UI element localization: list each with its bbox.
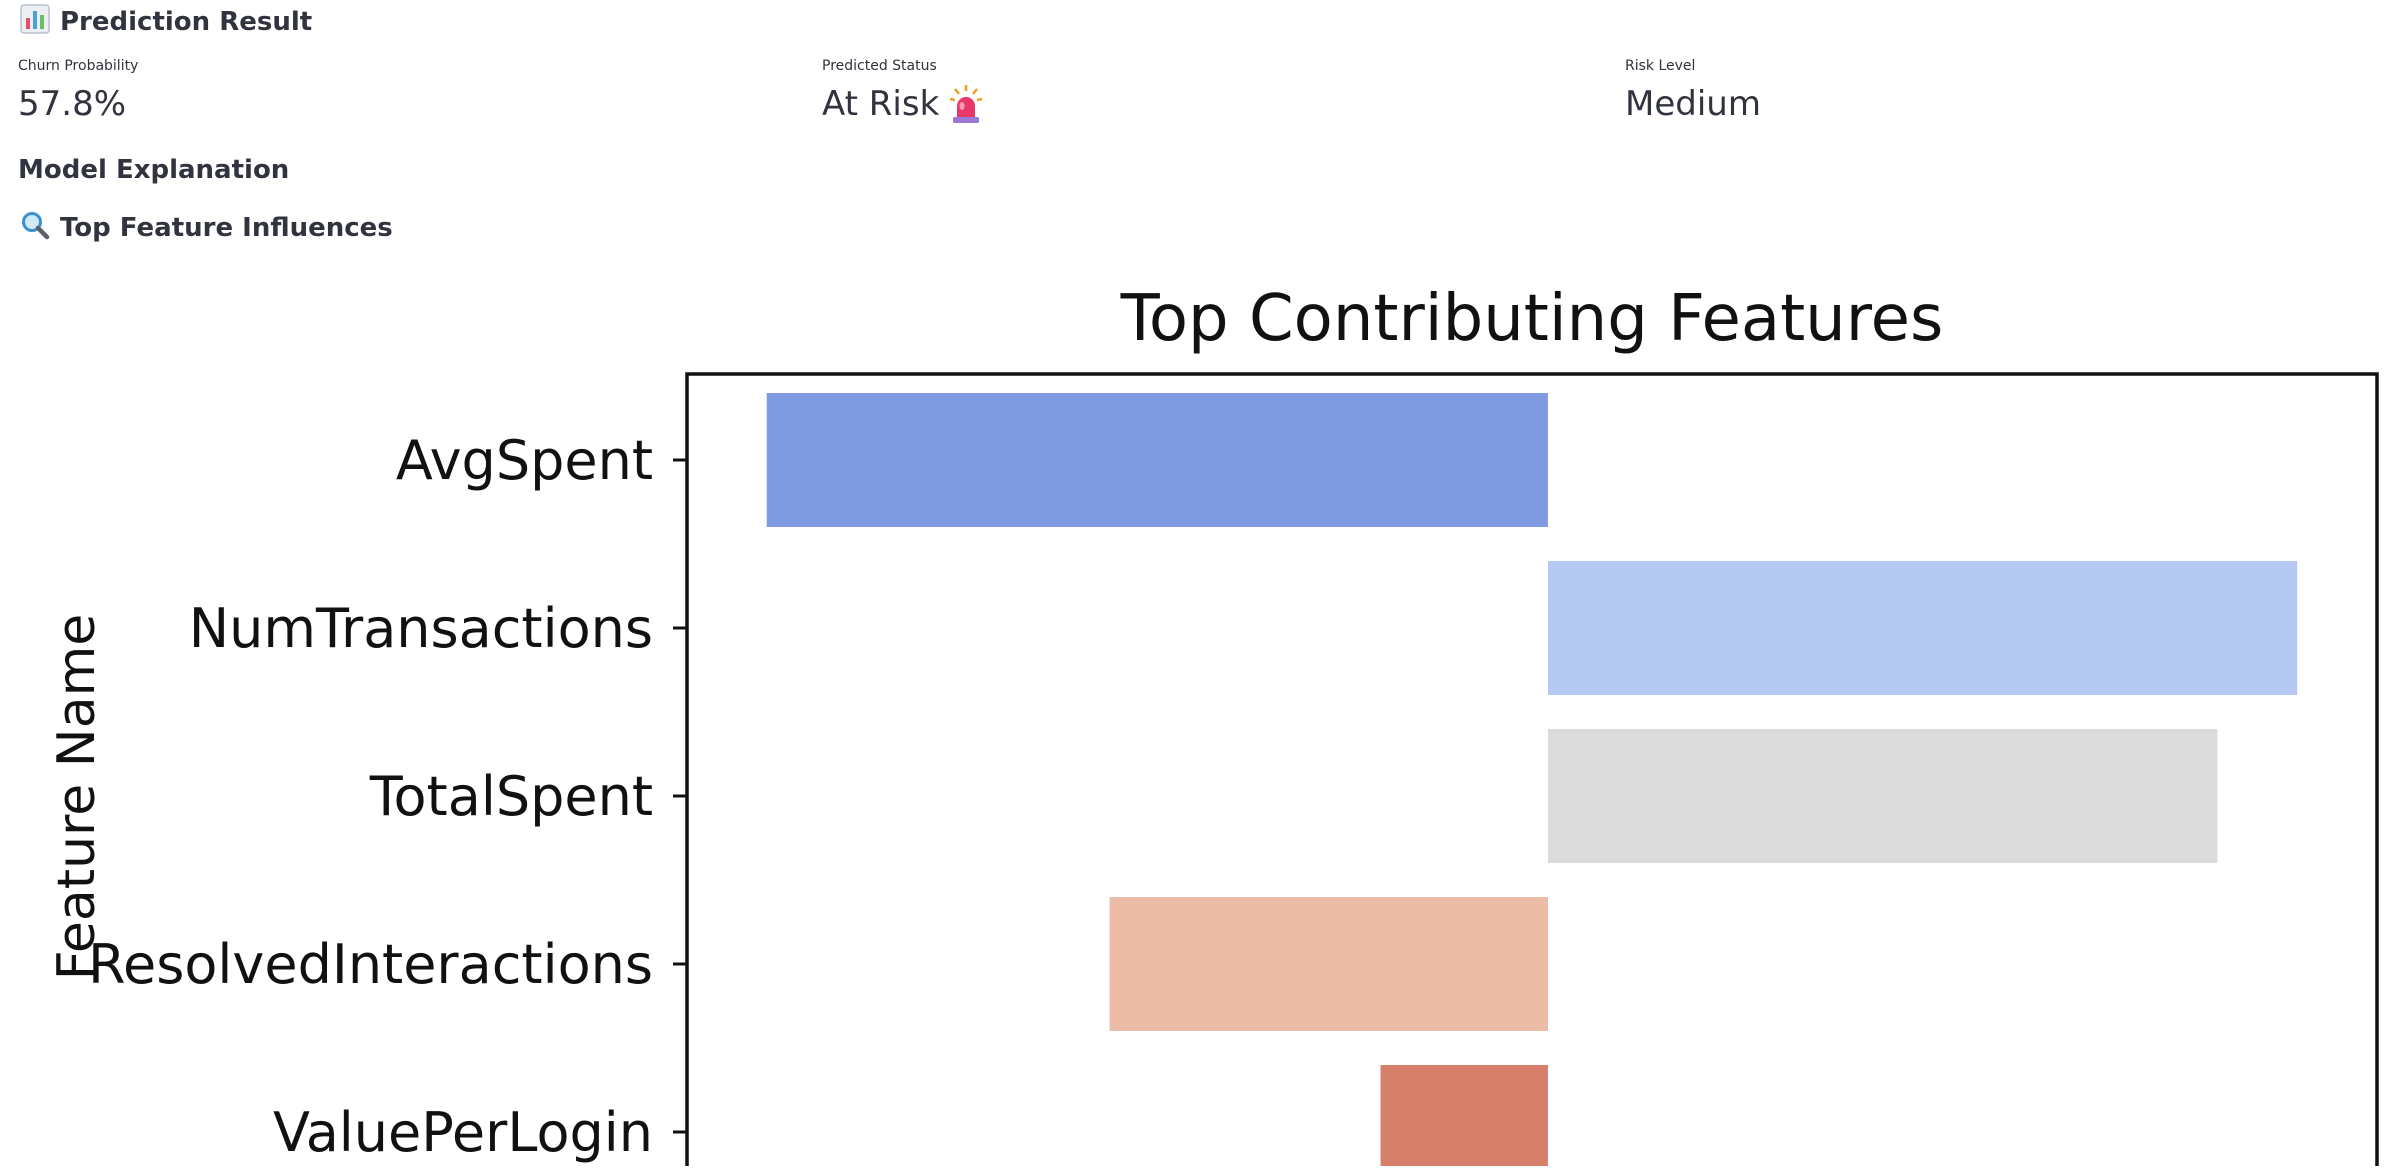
prediction-result-header: Prediction Result (20, 4, 312, 39)
y-tick-label: NumTransactions (189, 597, 653, 660)
risk-level-metric: Risk Level Medium (1625, 58, 1761, 124)
metric-label: Predicted Status (822, 58, 937, 74)
bar-valueperlogin (1380, 1065, 1548, 1171)
page-title: Prediction Result (60, 6, 313, 37)
metric-value-row: At Risk (822, 84, 983, 124)
y-axis-label: Feature Name (47, 614, 107, 980)
bar-resolvedinteractions (1109, 897, 1548, 1031)
model-explanation-heading: Model Explanation (18, 155, 290, 185)
magnifier-icon (20, 210, 50, 245)
metric-value: Medium (1625, 84, 1761, 124)
metric-value: 57.8% (18, 84, 127, 124)
section-title: Top Feature Influences (60, 212, 393, 243)
bar-avgspent (766, 393, 1548, 527)
y-tick-label: ValuePerLogin (273, 1101, 653, 1164)
plot-frame (685, 372, 2379, 1171)
bars-group (766, 393, 2298, 1171)
bar-totalspent (1547, 729, 2218, 863)
metric-label: Churn Probability (18, 58, 139, 74)
y-tick-label: TotalSpent (369, 765, 653, 828)
feature-chart-svg: Top Contributing Features Feature Name A… (47, 282, 2379, 1171)
bar-numtransactions (1547, 561, 2298, 695)
metric-value: At Risk (822, 84, 940, 124)
y-tick-label: AvgSpent (396, 429, 653, 492)
feature-influences-header: Top Feature Influences (20, 210, 393, 245)
y-tick-label: ResolvedInteractions (88, 933, 653, 996)
chart-title: Top Contributing Features (1120, 282, 1944, 356)
metric-label: Risk Level (1625, 58, 1696, 74)
bar-chart-icon (20, 4, 50, 39)
siren-icon (949, 84, 983, 124)
y-ticks-group: AvgSpent NumTransactions TotalSpent Resolve… (88, 429, 687, 1164)
churn-probability-metric: Churn Probability 57.8% (18, 58, 138, 124)
feature-chart: Top Contributing Features Feature Name A… (0, 270, 2403, 1171)
predicted-status-metric: Predicted Status At Risk (822, 58, 983, 124)
